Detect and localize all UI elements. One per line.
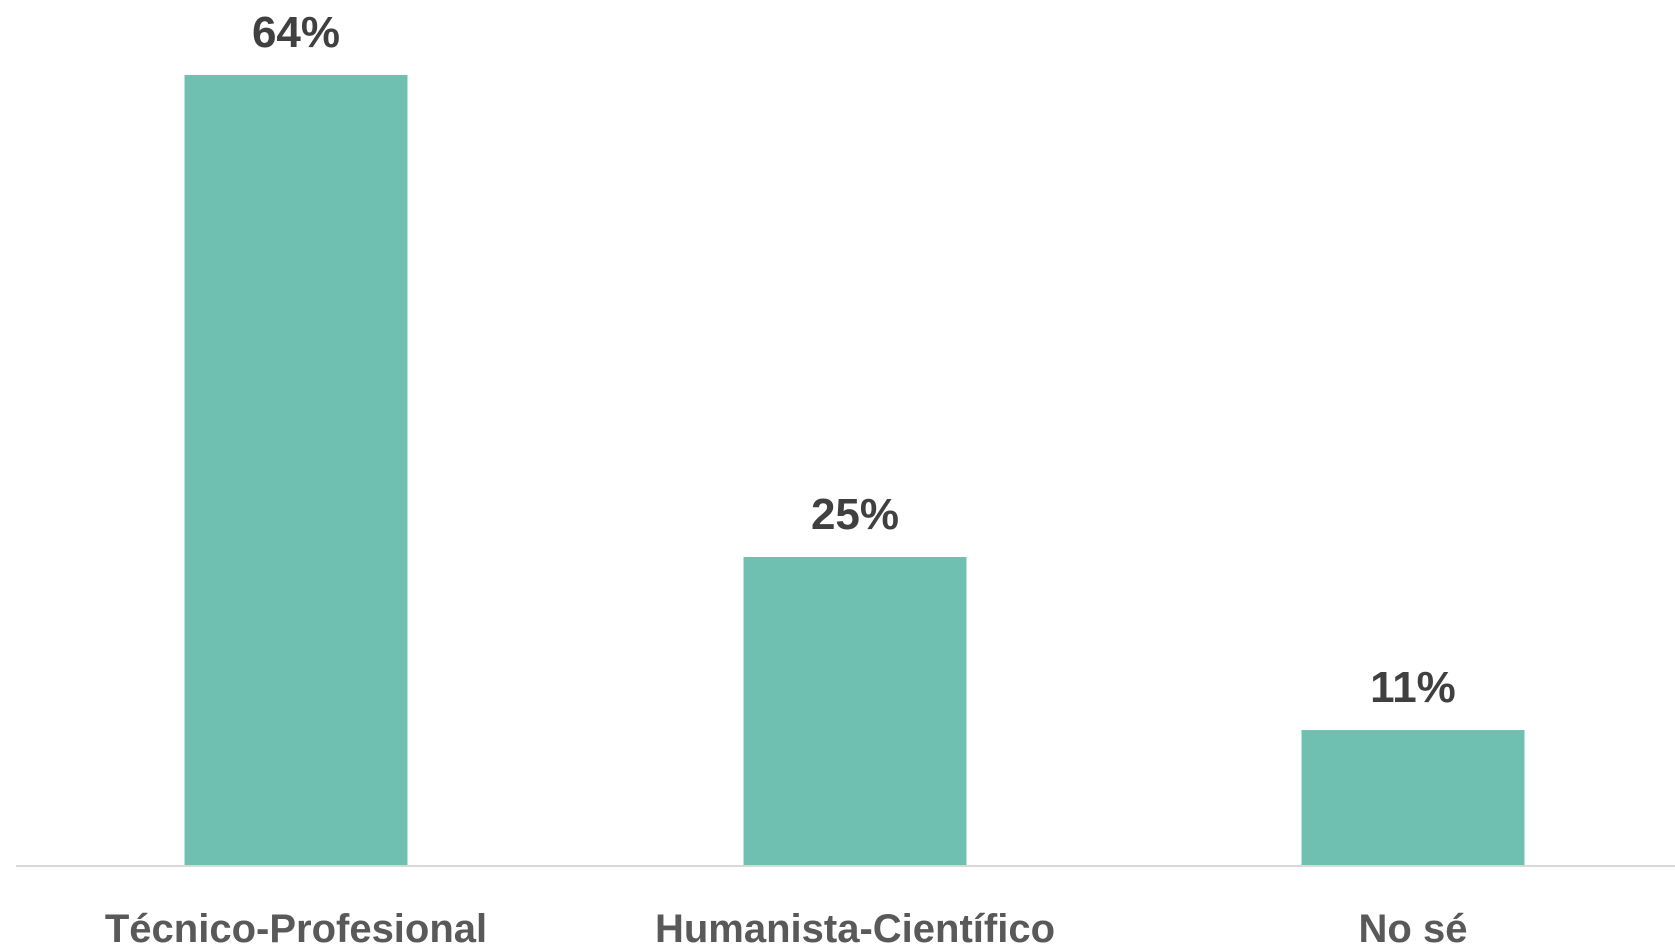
category-label-2: No sé xyxy=(1359,907,1468,948)
category-labels-group: Técnico-Profesional Humanista-Científico N… xyxy=(105,907,1468,948)
value-label-0: 64% xyxy=(252,8,340,57)
value-label-2: 11% xyxy=(1370,663,1456,712)
bar-0 xyxy=(184,75,408,866)
bars-group xyxy=(184,75,1525,866)
value-label-1: 25% xyxy=(811,490,899,539)
category-label-1: Humanista-Científico xyxy=(655,907,1055,948)
bar-1 xyxy=(743,557,967,866)
value-labels-group: 64% 25% 11% xyxy=(252,8,1456,712)
category-label-0: Técnico-Profesional xyxy=(105,907,487,948)
bar-2 xyxy=(1301,730,1525,866)
